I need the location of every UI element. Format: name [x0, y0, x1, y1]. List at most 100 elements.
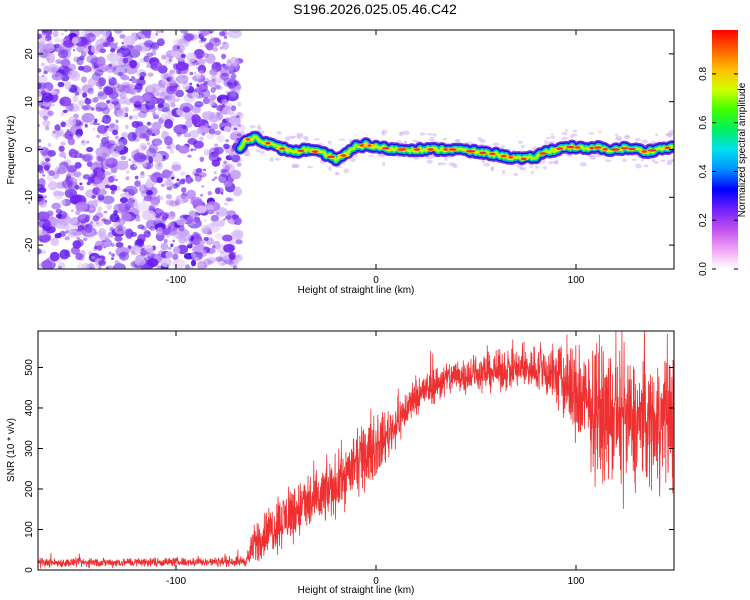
noise-blob: [97, 92, 108, 100]
noise-blob: [66, 177, 78, 187]
noise-blob: [75, 252, 84, 261]
ridge-halo: [343, 168, 350, 174]
noise-blob: [189, 71, 194, 76]
noise-blob: [114, 101, 122, 109]
noise-blob: [94, 231, 98, 235]
noise-blob: [190, 196, 203, 206]
noise-blob: [81, 105, 86, 110]
noise-blob: [106, 203, 113, 210]
noise-blob: [128, 158, 132, 162]
noise-blob: [81, 84, 93, 93]
noise-blob: [120, 45, 127, 51]
ridge-halo: [335, 172, 341, 175]
noise-blob: [60, 141, 66, 146]
noise-blob: [134, 175, 139, 180]
noise-blob: [179, 102, 194, 113]
noise-blob: [141, 30, 152, 36]
noise-blob: [234, 222, 237, 225]
ridge-halo: [666, 132, 673, 135]
noise-blob: [190, 252, 197, 259]
noise-blob: [194, 234, 202, 241]
noise-blob: [115, 94, 118, 97]
noise-blob: [54, 165, 68, 175]
snr-series: [38, 331, 674, 569]
ridge-halo: [572, 129, 578, 133]
noise-blob: [93, 67, 97, 70]
colorbar-label: Normalized spectral amplitude: [737, 82, 748, 217]
ridge-halo: [444, 156, 448, 162]
noise-blob: [232, 186, 242, 197]
noise-blob: [86, 140, 90, 144]
noise-blob: [202, 227, 212, 235]
ridge-halo: [621, 158, 627, 163]
noise-blob: [40, 62, 46, 67]
ridge-core: [465, 150, 476, 153]
noise-blob: [168, 228, 178, 236]
ridge-halo: [244, 153, 250, 157]
noise-blob: [183, 252, 194, 260]
noise-blob: [225, 154, 233, 161]
ridge-halo: [328, 166, 332, 172]
noise-blob: [94, 69, 104, 77]
noise-blob: [119, 112, 126, 119]
ridge-halo: [403, 140, 408, 143]
noise-blob: [216, 211, 220, 215]
noise-blob: [187, 138, 198, 145]
ridge-halo: [398, 131, 404, 137]
noise-blob: [62, 39, 75, 48]
noise-blob: [44, 158, 51, 162]
noise-blob: [97, 123, 100, 126]
noise-blob: [109, 122, 115, 129]
noise-blob: [147, 142, 150, 145]
noise-blob: [81, 36, 87, 43]
noise-blob: [60, 111, 65, 117]
noise-blob: [67, 70, 78, 79]
noise-blob: [68, 115, 77, 126]
colorbar-tick: 0.4: [698, 164, 738, 178]
noise-blob: [118, 96, 130, 105]
ridge-halo: [349, 157, 357, 163]
noise-blob: [43, 70, 48, 75]
noise-blob: [81, 112, 95, 123]
noise-blob: [41, 99, 52, 110]
svg-text:300: 300: [24, 440, 35, 457]
noise-blob: [97, 155, 103, 162]
noise-blob: [56, 170, 61, 175]
noise-blob: [111, 92, 114, 96]
spectrogram-y-tick: 0: [24, 146, 674, 152]
noise-blob: [59, 151, 66, 158]
noise-blob: [52, 130, 56, 134]
noise-blob: [39, 109, 52, 119]
noise-blob: [74, 194, 83, 203]
noise-blob: [91, 195, 96, 199]
ridge-halo: [544, 139, 548, 145]
noise-blob: [162, 228, 171, 236]
noise-blob: [136, 136, 140, 141]
noise-blob: [105, 157, 118, 168]
ridge-halo: [640, 158, 644, 162]
noise-blob: [43, 115, 48, 121]
noise-blob: [124, 106, 129, 112]
svg-text:100: 100: [24, 521, 35, 538]
noise-blob: [201, 249, 207, 255]
noise-blob: [101, 106, 111, 115]
noise-blob: [196, 126, 209, 135]
noise-blob: [231, 105, 237, 112]
noise-blob: [81, 140, 85, 144]
noise-blob: [114, 235, 123, 242]
noise-blob: [170, 68, 179, 75]
ridge-halo: [302, 135, 309, 139]
noise-blob: [49, 66, 59, 73]
noise-blob: [185, 176, 194, 184]
noise-blob: [134, 238, 145, 248]
noise-blob: [156, 176, 163, 184]
noise-blob: [84, 226, 93, 233]
noise-blob: [206, 133, 214, 140]
noise-blob: [195, 205, 207, 214]
noise-blob: [82, 174, 91, 180]
noise-blob: [38, 33, 42, 40]
noise-blob: [38, 211, 50, 222]
noise-blob: [188, 210, 197, 218]
noise-blob: [155, 30, 162, 33]
noise-blob: [192, 244, 207, 255]
